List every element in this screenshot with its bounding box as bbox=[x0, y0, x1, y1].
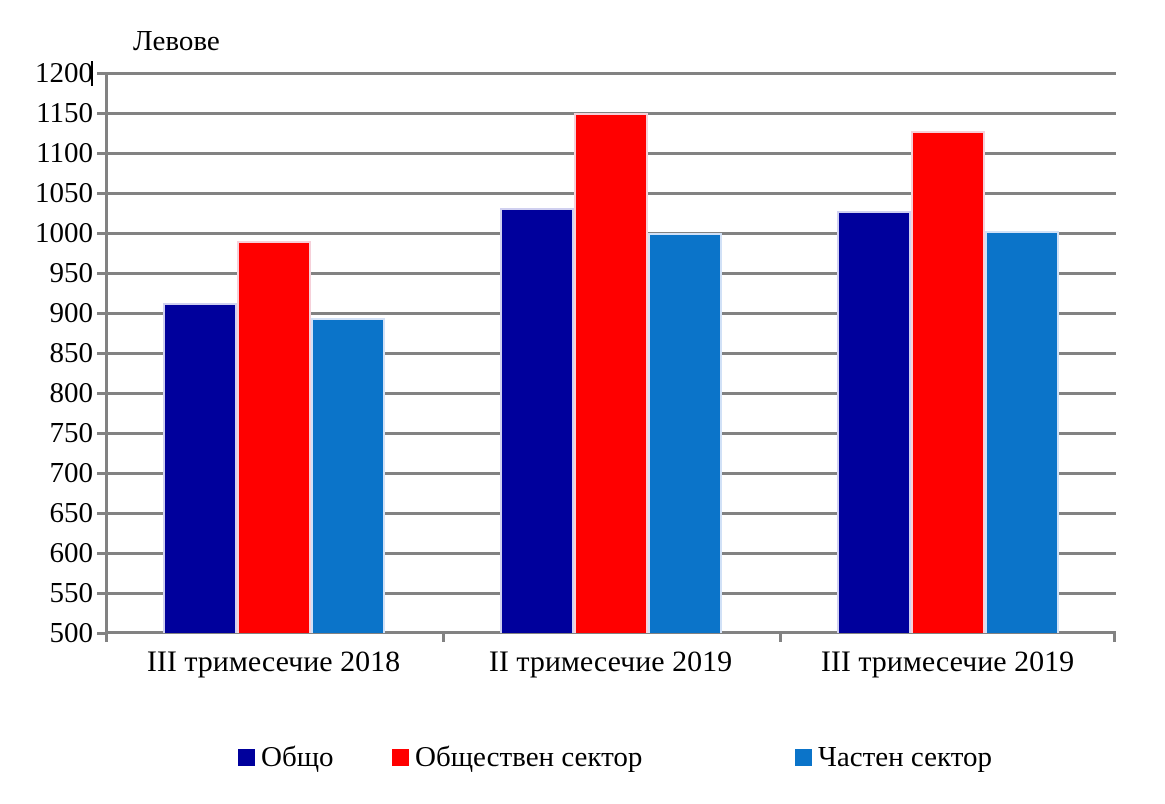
legend-marker bbox=[238, 748, 255, 766]
bar bbox=[836, 211, 911, 633]
bar bbox=[310, 317, 385, 633]
legend-marker bbox=[795, 748, 812, 766]
x-category-label: III тримесечие 2019 bbox=[820, 645, 1075, 678]
bar bbox=[910, 130, 985, 633]
y-tick bbox=[97, 71, 105, 75]
y-tick-label: 550 bbox=[49, 577, 94, 609]
x-tick bbox=[105, 633, 108, 642]
bar bbox=[499, 208, 574, 633]
x-tick bbox=[442, 633, 445, 642]
legend: Общо Обществен сектор Частен сектор bbox=[0, 741, 1165, 775]
y-tick bbox=[97, 311, 105, 315]
y-tick-label: 950 bbox=[49, 257, 94, 289]
bar bbox=[573, 113, 648, 633]
y-tick bbox=[97, 431, 105, 435]
x-category-label: II тримесечие 2019 bbox=[488, 645, 733, 678]
y-tick bbox=[97, 631, 105, 635]
legend-label: Частен сектор bbox=[818, 740, 992, 773]
y-tick bbox=[97, 111, 105, 115]
y-tick-label: 850 bbox=[49, 337, 94, 369]
x-axis-labels: III тримесечие 2018 II тримесечие 2019 III… bbox=[105, 645, 1116, 681]
bar bbox=[236, 241, 311, 633]
y-tick bbox=[97, 191, 105, 195]
x-category-label: III тримесечие 2018 bbox=[146, 645, 401, 678]
y-tick-label: 1100 bbox=[36, 137, 93, 169]
legend-item: Общо bbox=[238, 741, 334, 773]
legend-label: Обществен сектор bbox=[415, 740, 643, 773]
y-axis-title: Левове bbox=[133, 25, 220, 57]
bar bbox=[162, 302, 237, 633]
bar-cluster bbox=[779, 73, 1116, 633]
legend-label: Общо bbox=[261, 740, 334, 773]
y-tick-label: 600 bbox=[49, 537, 94, 569]
legend-item: Обществен сектор bbox=[392, 741, 642, 773]
y-tick bbox=[97, 351, 105, 355]
y-tick bbox=[97, 151, 105, 155]
y-tick-label: 1150 bbox=[36, 97, 93, 129]
bar-cluster bbox=[442, 73, 779, 633]
legend-marker bbox=[392, 748, 409, 766]
y-tick-label: 700 bbox=[49, 457, 94, 489]
y-tick-label: 750 bbox=[49, 417, 94, 449]
legend-item: Частен сектор bbox=[795, 741, 992, 773]
y-tick-label: 500 bbox=[49, 617, 94, 649]
y-tick-label: 1050 bbox=[35, 177, 93, 209]
y-tick bbox=[97, 271, 105, 275]
x-tick bbox=[779, 633, 782, 642]
y-tick bbox=[97, 471, 105, 475]
y-tick bbox=[97, 551, 105, 555]
bar bbox=[647, 233, 722, 633]
y-tick-label: 900 bbox=[49, 297, 94, 329]
gridline bbox=[105, 71, 1116, 75]
x-tick bbox=[1113, 633, 1116, 642]
bar-cluster bbox=[105, 73, 442, 633]
bar bbox=[984, 231, 1059, 633]
plot-area bbox=[97, 71, 1116, 642]
y-tick-label: 1200 bbox=[35, 57, 93, 89]
text-cursor bbox=[91, 61, 93, 86]
y-tick bbox=[97, 591, 105, 595]
y-axis-line bbox=[105, 73, 108, 641]
y-tick-label: 800 bbox=[49, 377, 94, 409]
y-tick bbox=[97, 391, 105, 395]
y-tick-label: 650 bbox=[49, 497, 94, 529]
y-tick bbox=[97, 231, 105, 235]
y-tick bbox=[97, 511, 105, 515]
y-axis-labels: 500 550 600 650 700 750 800 850 900 950 1000 1050 11… bbox=[0, 58, 94, 648]
y-tick-label: 1000 bbox=[35, 217, 93, 249]
